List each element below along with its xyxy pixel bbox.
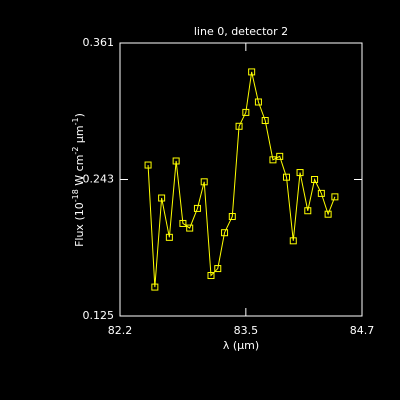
data-point — [144, 161, 152, 169]
data-point — [254, 98, 262, 106]
data-point — [289, 237, 297, 245]
y-label-part: μm — [73, 125, 86, 146]
data-point — [151, 283, 159, 291]
y-label-part: ) — [73, 113, 86, 117]
data-point — [186, 224, 194, 232]
chart-title: line 0, detector 2 — [194, 25, 288, 38]
data-point — [276, 152, 284, 160]
data-point — [179, 219, 187, 227]
y-tick-label: 0.361 — [83, 36, 115, 49]
data-point — [282, 173, 290, 181]
data-point — [235, 122, 243, 130]
data-point — [317, 189, 325, 197]
y-label-superscript: -2 — [71, 147, 80, 155]
x-axis-label: λ (μm) — [223, 339, 259, 352]
data-point — [269, 156, 277, 164]
data-point — [324, 210, 332, 218]
data-point — [221, 229, 229, 237]
x-tick-label: 82.2 — [108, 324, 133, 337]
y-label-part: Flux (10 — [73, 202, 86, 247]
y-axis-label: Flux (10-18 W cm-2 μm-1) — [71, 113, 87, 247]
data-point — [248, 68, 256, 76]
data-point — [228, 213, 236, 221]
data-point — [172, 157, 180, 165]
data-point — [207, 272, 215, 280]
data-point — [158, 194, 166, 202]
data-point — [193, 204, 201, 212]
x-tick-label: 84.7 — [350, 324, 375, 337]
data-point — [331, 193, 339, 201]
y-tick-label: 0.125 — [83, 309, 115, 322]
data-point — [214, 265, 222, 273]
data-point — [296, 169, 304, 177]
x-tick-label: 83.5 — [234, 324, 259, 337]
data-point — [261, 117, 269, 125]
data-point — [304, 207, 312, 215]
series-line — [147, 71, 336, 288]
data-point — [165, 233, 173, 241]
data-point — [200, 178, 208, 186]
y-label-superscript: -18 — [71, 189, 80, 202]
data-point — [311, 176, 319, 183]
data-point — [242, 108, 250, 116]
y-label-superscript: -1 — [71, 117, 80, 125]
plot-frame — [119, 42, 363, 317]
y-label-part: W cm — [73, 155, 86, 190]
y-tick-label: 0.243 — [83, 173, 115, 186]
